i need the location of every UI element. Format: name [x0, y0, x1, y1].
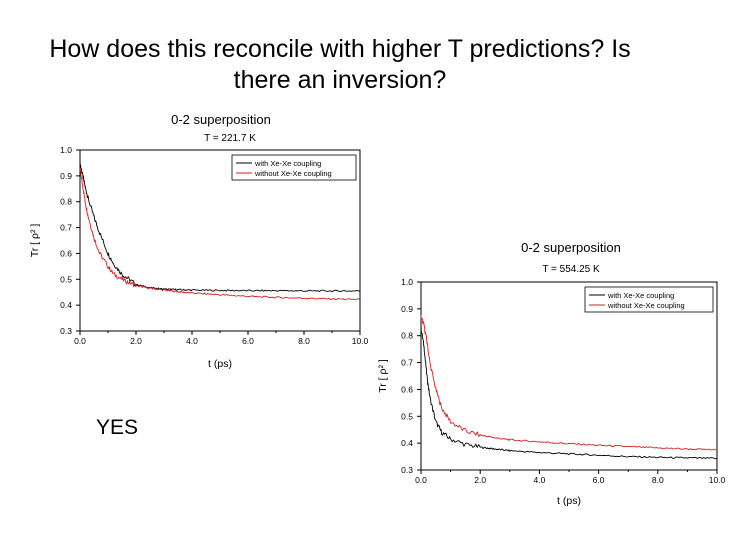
x-tick-label: 0.0 — [415, 475, 427, 485]
x-tick-label: 2.0 — [474, 475, 486, 485]
chart-1: 0-2 superposition T = 221.7 K 0.0 2.0 4.0 6.0… — [29, 112, 369, 370]
series-line — [79, 160, 361, 293]
legend-label: without Xe-Xe coupling — [607, 301, 685, 310]
x-tick-label: 6.0 — [242, 336, 254, 346]
y-tick-label: 0.9 — [60, 171, 72, 181]
y-tick-label: 0.9 — [401, 304, 413, 314]
y-tick-label: 1.0 — [60, 145, 72, 155]
question-line-1: How does this reconcile with higher T pr… — [49, 35, 631, 63]
y-tick-label: 0.7 — [401, 358, 413, 368]
x-tick-label: 4.0 — [533, 475, 545, 485]
chart-subtitle: T = 221.7 K — [204, 133, 256, 144]
chart-title: 0-2 superposition — [171, 112, 271, 127]
x-tick-label: 10.0 — [352, 336, 369, 346]
slide-question: How does this reconcile with higher T pr… — [0, 34, 680, 96]
y-tick-label: 0.5 — [401, 411, 413, 421]
legend-label: without Xe-Xe coupling — [254, 169, 332, 178]
y-tick-label: 0.3 — [60, 326, 72, 336]
y-tick-label: 0.4 — [60, 300, 72, 310]
y-tick-label: 0.8 — [60, 197, 72, 207]
series-line — [420, 325, 718, 460]
legend-label: with Xe-Xe coupling — [607, 291, 674, 300]
y-tick-label: 0.4 — [401, 438, 413, 448]
x-axis-label: t (ps) — [208, 358, 232, 370]
chart-2: 0-2 superposition T = 554.25 K 0.0 2.0 4.0 6.… — [377, 240, 726, 507]
y-tick-label: 1.0 — [401, 277, 413, 287]
y-tick-label: 0.8 — [401, 331, 413, 341]
x-tick-label: 4.0 — [186, 336, 198, 346]
y-tick-label: 0.5 — [60, 274, 72, 284]
answer-text: YES — [96, 416, 139, 439]
series-line — [79, 167, 361, 301]
series-line — [420, 315, 717, 451]
y-tick-label: 0.6 — [60, 248, 72, 258]
question-line-2: there an inversion? — [233, 66, 447, 94]
x-tick-label: 6.0 — [593, 475, 605, 485]
x-tick-label: 0.0 — [74, 336, 86, 346]
legend-box — [231, 154, 357, 181]
x-tick-label: 10.0 — [709, 475, 726, 485]
y-axis-label: Tr [ ρ² ] — [377, 359, 389, 393]
y-axis-label: Tr [ ρ² ] — [29, 224, 41, 258]
x-tick-label: 2.0 — [130, 336, 142, 346]
y-tick-label: 0.6 — [401, 384, 413, 394]
y-tick-label: 0.7 — [60, 223, 72, 233]
x-tick-label: 8.0 — [298, 336, 310, 346]
chart-subtitle: T = 554.25 K — [542, 264, 600, 275]
chart-title: 0-2 superposition — [521, 240, 621, 255]
x-tick-label: 8.0 — [652, 475, 664, 485]
legend-label: with Xe-Xe coupling — [254, 159, 321, 168]
y-tick-label: 0.3 — [401, 465, 413, 475]
x-axis-label: t (ps) — [557, 495, 581, 507]
legend-box — [584, 286, 714, 313]
